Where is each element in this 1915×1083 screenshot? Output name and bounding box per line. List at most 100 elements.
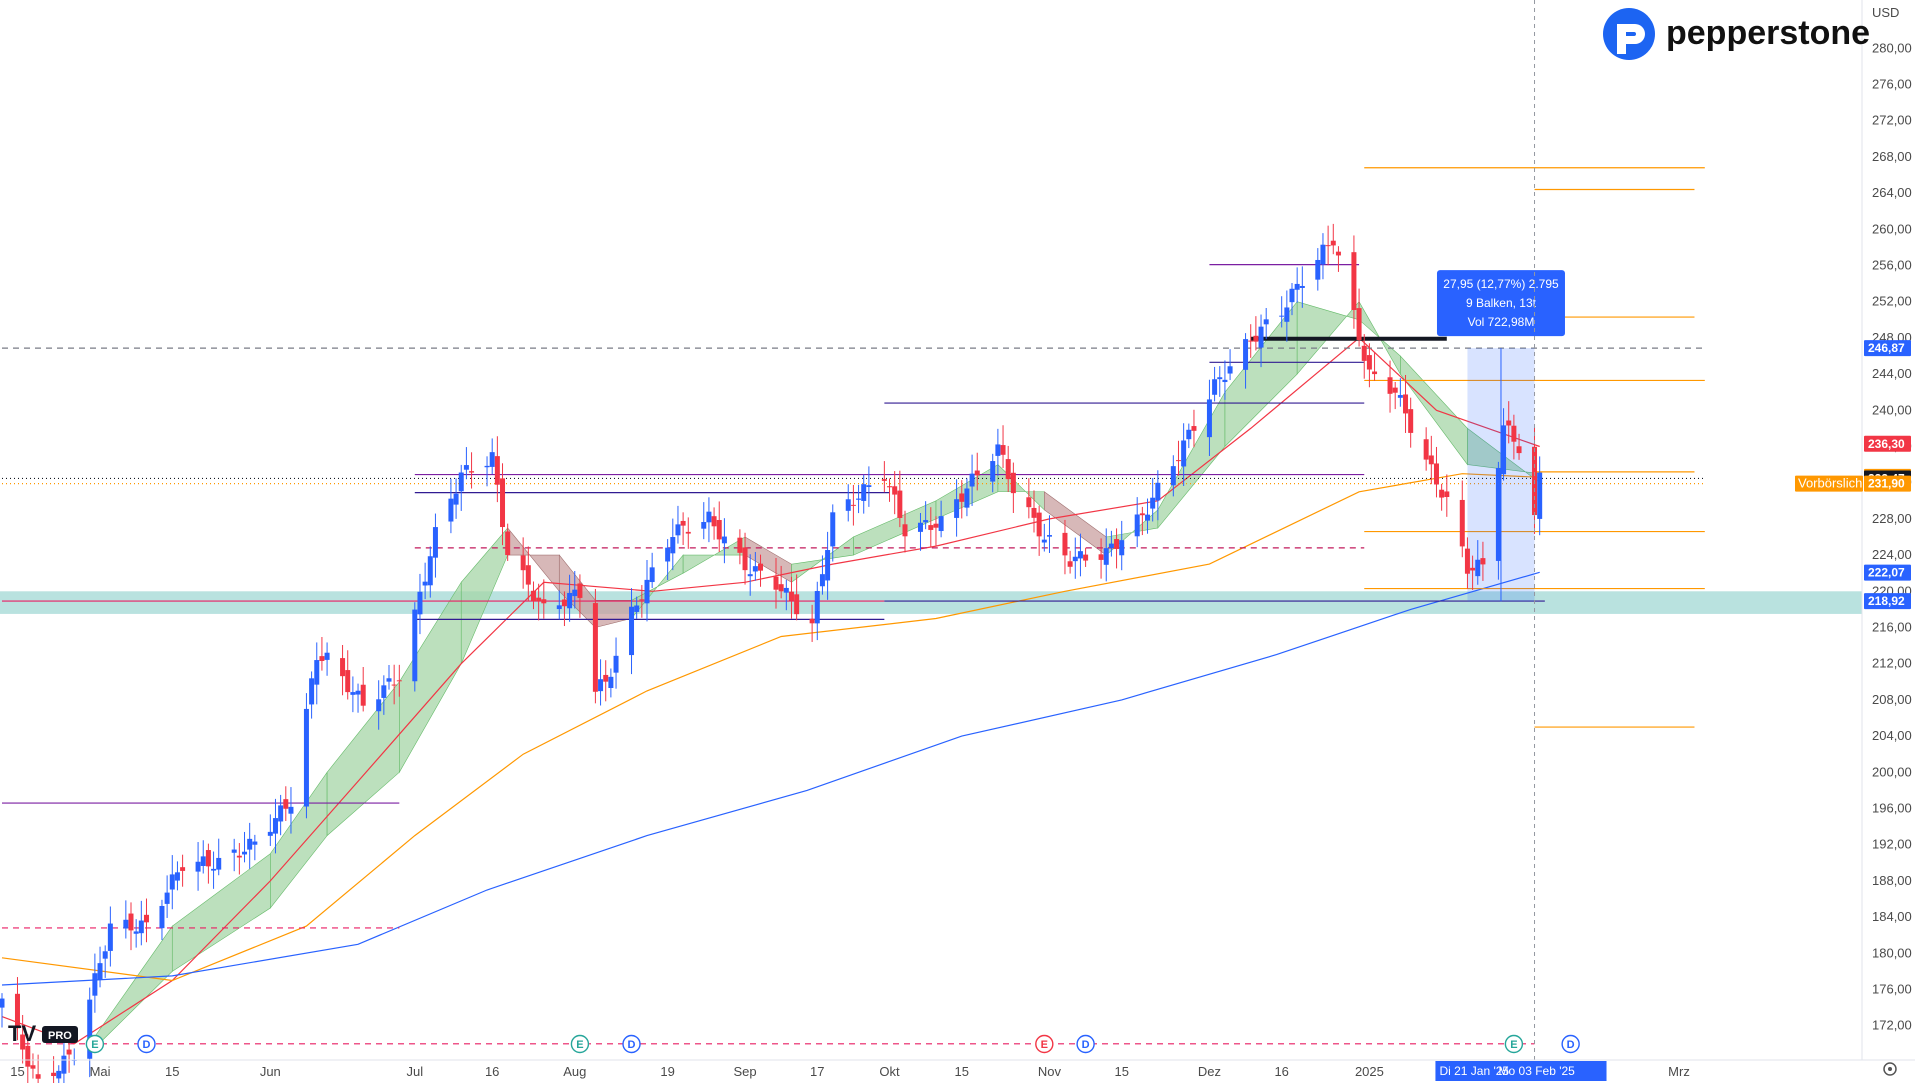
candle-body [634,605,640,612]
price-tick-label: 212,00 [1872,656,1912,671]
candle-body [500,478,506,528]
event-letter: D [143,1039,151,1051]
time-tick-label: Okt [879,1064,900,1079]
range-end-date: Mo 03 Feb '25 [1499,1064,1576,1078]
candle-body [917,522,923,532]
candle-body [355,690,361,695]
price-badge [1864,564,1911,581]
candle-body [1175,460,1181,462]
candle-body [247,838,253,850]
candle-body [520,555,526,571]
price-tick-label: 252,00 [1872,294,1912,309]
candle-body [1072,556,1078,562]
candle-body [592,603,598,692]
candle-body [902,524,908,537]
candle-body [417,591,423,615]
candle-body [61,1055,67,1074]
price-tick-label: 228,00 [1872,511,1912,526]
candle-body [1139,513,1145,516]
candle-body [974,470,980,476]
candle-body [489,452,495,467]
candle-body [1464,548,1470,574]
candle-body [1217,377,1223,380]
candle-body [1294,283,1300,290]
time-tick-label: Jun [260,1064,281,1079]
candle-body [1444,491,1450,497]
candle-body [598,679,604,692]
candle-body [1335,251,1341,256]
candle-body [530,590,536,601]
price-tick-label: 244,00 [1872,366,1912,381]
candle-body [1289,288,1295,303]
candle-body [1010,472,1016,494]
moving-average-line [1,571,1540,986]
candle-body [861,484,867,501]
candle-body [990,461,996,482]
candle-body [1119,540,1125,556]
candle-body [809,618,815,624]
candle-body [1516,446,1522,454]
measure-label: 27,95 (12,77%) 2.795 9 Balken, 13t Vol 7… [1436,270,1565,337]
event-letter: D [628,1039,636,1051]
candle-body [959,493,965,502]
time-tick-label: 15 [165,1064,179,1079]
gear-icon[interactable] [1883,1062,1897,1076]
candle-body [964,488,970,508]
measure-tool[interactable]: 27,95 (12,77%) 2.795 9 Balken, 13t Vol 7… [1436,270,1565,602]
time-axis[interactable]: 15 Mai 15 Jun Jul 16 Aug 19 Sep 17 Okt 15 Nov 15 Dez 16… [0,1059,1915,1079]
candle-body [272,818,278,834]
candle-body [1041,539,1047,543]
candle-body [752,566,758,572]
price-badge [1864,340,1911,357]
candle-body [1263,319,1269,325]
candle-body [897,490,903,518]
candle-body [87,999,93,1059]
price-tick-label: 196,00 [1872,801,1912,816]
candle-body [1067,561,1073,567]
price-badge [1864,475,1911,492]
earnings-icon [85,1034,105,1054]
candle-body [923,520,929,523]
time-tick-label: 16 [1274,1064,1288,1079]
candle-body [1062,532,1068,556]
price-badge-label: 236,30 [1868,437,1905,451]
price-tick-label: 180,00 [1872,945,1912,960]
candle-body [561,599,567,607]
price-badge [1864,593,1911,610]
candle-body [303,708,309,807]
candle-body [819,574,825,587]
candle-body [1356,308,1362,341]
candle-body [572,589,578,597]
candle-body [56,1070,62,1079]
candle-body [30,1065,36,1069]
candle-body [887,486,893,488]
earnings-icon [570,1034,590,1054]
price-tick-label: 256,00 [1872,258,1912,273]
candle-body [1227,366,1233,374]
candle-body [66,1049,72,1055]
candle-body [649,567,655,583]
candle-body [856,498,862,500]
price-tick-label: 264,00 [1872,185,1912,200]
candle-body [1299,285,1305,288]
candle-body [360,684,366,706]
event-letter: E [1041,1039,1048,1051]
candle-body [706,511,712,523]
candle-body [133,931,139,934]
candles [0,223,1543,1083]
price-tick-label: 204,00 [1872,728,1912,743]
currency-label[interactable]: USD [1872,5,1899,20]
candle-body [892,486,898,495]
candle-body [1387,377,1393,394]
candle-body [685,531,691,534]
candle-body [463,465,469,470]
time-tick-label: Aug [563,1064,586,1079]
candle-body [794,594,800,615]
candle-body [1366,355,1372,370]
candle-body [448,498,454,522]
candle-body [195,861,201,872]
settings-button[interactable] [1883,1062,1897,1076]
candle-body [1433,463,1439,485]
range-date-labels: Di 21 Jan '25 Mo 03 Feb '25 [1435,1061,1607,1081]
